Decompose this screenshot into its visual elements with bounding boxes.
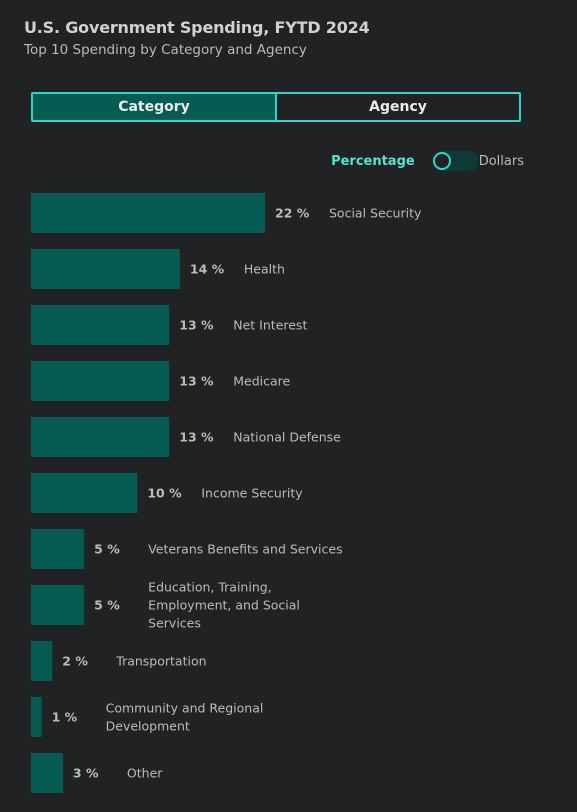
bar-2[interactable] xyxy=(31,305,170,345)
value-label-10: 3 % xyxy=(73,766,99,781)
value-label-2: 13 % xyxy=(179,318,214,333)
unit-switch-row: Percentage Dollars xyxy=(331,150,524,172)
dollars-label: Dollars xyxy=(478,153,524,169)
bar-1[interactable] xyxy=(31,249,180,289)
bar-9[interactable] xyxy=(31,697,42,737)
chart-subtitle: Top 10 Spending by Category and Agency xyxy=(24,42,307,58)
value-label-0: 22 % xyxy=(275,206,310,221)
value-label-4: 13 % xyxy=(179,430,214,445)
category-label-0: Social Security xyxy=(329,206,422,221)
category-label-7: Education, Training, Employment, and Soci… xyxy=(148,580,300,631)
category-label-4: National Defense xyxy=(233,430,341,445)
toggle-knob xyxy=(432,152,451,170)
bar-7[interactable] xyxy=(31,585,85,625)
category-label-10: Other xyxy=(127,766,163,781)
category-label-6: Veterans Benefits and Services xyxy=(148,542,342,557)
chart-title: U.S. Government Spending, FYTD 2024 xyxy=(24,18,370,37)
bar-0[interactable] xyxy=(31,193,265,233)
bar-10[interactable] xyxy=(31,753,63,793)
category-label-2: Net Interest xyxy=(233,318,307,333)
agency-tab[interactable]: Agency xyxy=(369,99,427,115)
value-label-9: 1 % xyxy=(52,710,78,725)
category-label-1: Health xyxy=(244,262,285,277)
bar-3[interactable] xyxy=(31,361,170,401)
value-label-7: 5 % xyxy=(94,598,120,613)
unit-toggle-switch[interactable] xyxy=(432,151,479,171)
value-label-3: 13 % xyxy=(179,374,214,389)
bar-5[interactable] xyxy=(31,473,138,513)
category-tab[interactable]: Category xyxy=(33,94,277,120)
value-label-6: 5 % xyxy=(94,542,120,557)
percentage-label: Percentage xyxy=(331,153,415,169)
bar-8[interactable] xyxy=(31,641,53,681)
view-toggle: Category Agency xyxy=(31,92,521,122)
bar-6[interactable] xyxy=(31,529,85,569)
category-label-8: Transportation xyxy=(115,654,206,669)
category-label-9: Community and Regional Development xyxy=(106,701,264,734)
category-label-5: Income Security xyxy=(201,486,303,501)
value-label-5: 10 % xyxy=(147,486,182,501)
category-label-3: Medicare xyxy=(233,374,290,389)
value-label-8: 2 % xyxy=(62,654,88,669)
value-label-1: 14 % xyxy=(190,262,225,277)
bar-4[interactable] xyxy=(31,417,170,457)
